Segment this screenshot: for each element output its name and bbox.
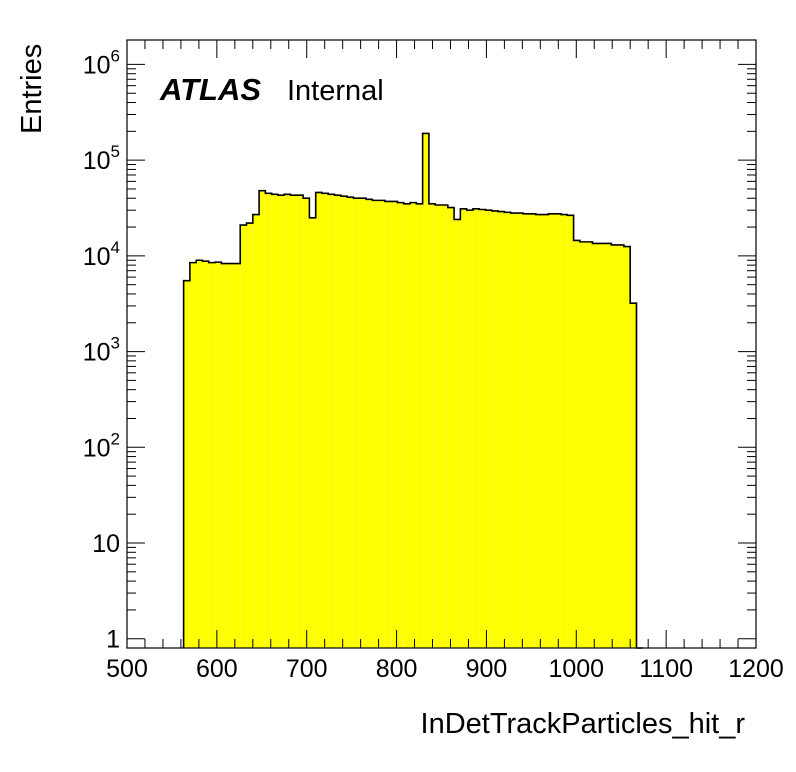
histogram-bin <box>435 204 442 648</box>
histogram-bin <box>422 133 429 648</box>
histogram-bin <box>183 280 190 648</box>
x-tick-label: 800 <box>376 655 418 683</box>
histogram-bars <box>182 132 643 649</box>
histogram-bin <box>403 203 411 649</box>
histogram-bin <box>561 214 568 648</box>
histogram-bin <box>416 203 423 649</box>
histogram-bin <box>215 262 222 648</box>
histogram-bin <box>630 303 637 648</box>
x-tick-label: 700 <box>286 655 328 683</box>
histogram-bin <box>246 223 253 648</box>
histogram-bin <box>328 194 335 648</box>
histogram-bin <box>542 214 549 648</box>
histogram-bin <box>296 195 304 648</box>
x-tick-label: 500 <box>106 655 148 683</box>
histogram-bin <box>315 192 322 649</box>
plot-frame <box>126 39 757 649</box>
histogram-bin <box>472 208 480 649</box>
histogram-bin <box>378 200 385 649</box>
histogram-bin <box>447 207 455 648</box>
histogram-bin <box>567 215 574 649</box>
x-axis-label: InDetTrackParticles_hit_r <box>421 708 746 740</box>
histogram-bin <box>259 190 266 648</box>
histogram-bin <box>277 195 285 648</box>
histogram-bin <box>504 212 511 648</box>
x-tick-label: 600 <box>196 655 238 683</box>
histogram-bin <box>579 241 587 648</box>
histogram-bin <box>523 213 530 648</box>
y-tick-label: 106 <box>83 46 120 79</box>
histogram-bin <box>340 196 348 648</box>
x-tick-label: 900 <box>466 655 508 683</box>
histogram-bin <box>516 213 524 649</box>
histogram-bin <box>498 211 505 648</box>
histogram-bin <box>428 203 436 649</box>
internal-label: Internal <box>287 75 384 107</box>
histogram-bin <box>384 201 392 648</box>
y-tick-label: 1 <box>106 626 120 654</box>
histogram-bin <box>466 210 473 648</box>
histogram-bin <box>491 210 499 648</box>
y-axis-label: Entries <box>16 44 48 134</box>
histogram-bin <box>309 217 316 648</box>
y-tick-label: 10 <box>92 530 120 558</box>
histogram-bin <box>454 219 461 648</box>
histogram-bin <box>573 240 580 649</box>
histogram-bin <box>227 263 234 648</box>
histogram-bin <box>548 213 555 648</box>
histogram-bin <box>623 246 631 648</box>
histogram-bin <box>410 202 417 649</box>
histogram-bin <box>208 262 216 648</box>
histogram-bin <box>321 193 329 649</box>
x-tick-label: 1000 <box>548 655 604 683</box>
histogram-bin <box>271 194 278 648</box>
histogram-bin <box>202 261 209 648</box>
histogram-bin <box>529 213 536 648</box>
histogram-bin <box>441 204 448 648</box>
y-tick-label: 104 <box>83 238 120 271</box>
histogram-bin <box>334 195 341 648</box>
histogram-bin <box>265 193 272 649</box>
histogram-bin <box>359 198 367 648</box>
histogram-bin <box>535 214 543 648</box>
x-tick-label: 1100 <box>639 655 693 683</box>
histogram-bin <box>617 244 624 648</box>
histogram-bin <box>598 243 606 648</box>
histogram-outline <box>182 132 643 649</box>
y-tick-label: 102 <box>83 429 120 462</box>
histogram-bin <box>353 198 360 648</box>
histogram-bin <box>372 200 379 649</box>
histogram-bin <box>554 213 562 648</box>
histogram-bin <box>233 263 241 648</box>
histogram-bin <box>397 202 404 649</box>
histogram-bin <box>586 241 593 648</box>
tick-labels: 500 600 700 800 900 1000 1100 1200 1 10 102 103 104 1… <box>83 46 784 683</box>
histogram-bin <box>592 243 599 648</box>
histogram-bin <box>290 195 297 648</box>
histogram-bin <box>284 194 291 648</box>
histogram-bin <box>605 243 612 648</box>
histogram-bin <box>347 197 354 649</box>
histogram-bin <box>485 210 492 648</box>
x-tick-label: 1200 <box>728 655 784 683</box>
histogram-bin <box>460 208 467 649</box>
y-tick-label: 103 <box>83 334 120 367</box>
histogram-bin <box>196 260 203 648</box>
histogram-bin <box>189 262 197 648</box>
histogram-bin <box>479 209 486 648</box>
axis-ticks <box>126 40 757 648</box>
histogram-bin <box>391 201 398 648</box>
histogram-bin <box>303 198 310 648</box>
histogram-bin <box>252 214 260 648</box>
histogram-bin <box>611 244 618 648</box>
histogram-bin <box>510 213 517 649</box>
y-tick-label: 105 <box>83 142 120 175</box>
histogram-bin <box>221 263 228 648</box>
histogram-bin <box>240 225 247 648</box>
histogram-bin <box>366 199 373 648</box>
atlas-label: ATLAS <box>159 72 261 107</box>
